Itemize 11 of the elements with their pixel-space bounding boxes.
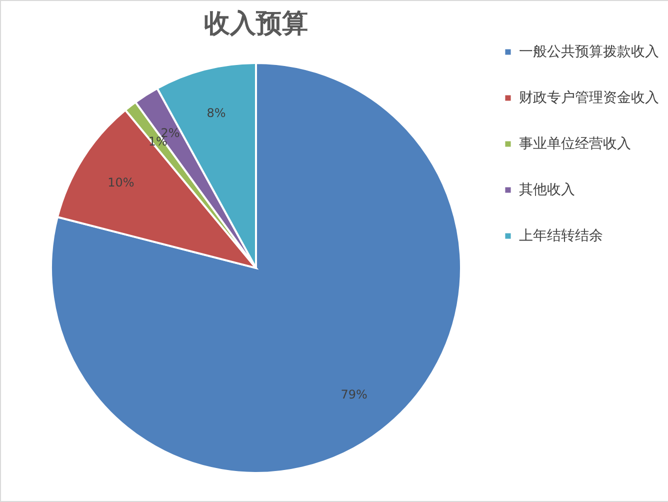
legend-label: 财政专户管理资金收入 — [519, 90, 659, 106]
legend-label: 上年结转结余 — [519, 228, 603, 244]
data-label: 8% — [206, 106, 226, 120]
data-label: 79% — [340, 387, 368, 402]
legend-label: 其他收入 — [519, 182, 575, 198]
legend-label: 一般公共预算拨款收入 — [519, 44, 659, 60]
legend-label: 事业单位经营收入 — [519, 136, 631, 152]
pie-slice — [50, 62, 462, 474]
data-label: 10% — [108, 175, 134, 190]
chart-title: 收入预算 — [204, 9, 308, 39]
data-label: 2% — [160, 126, 180, 140]
